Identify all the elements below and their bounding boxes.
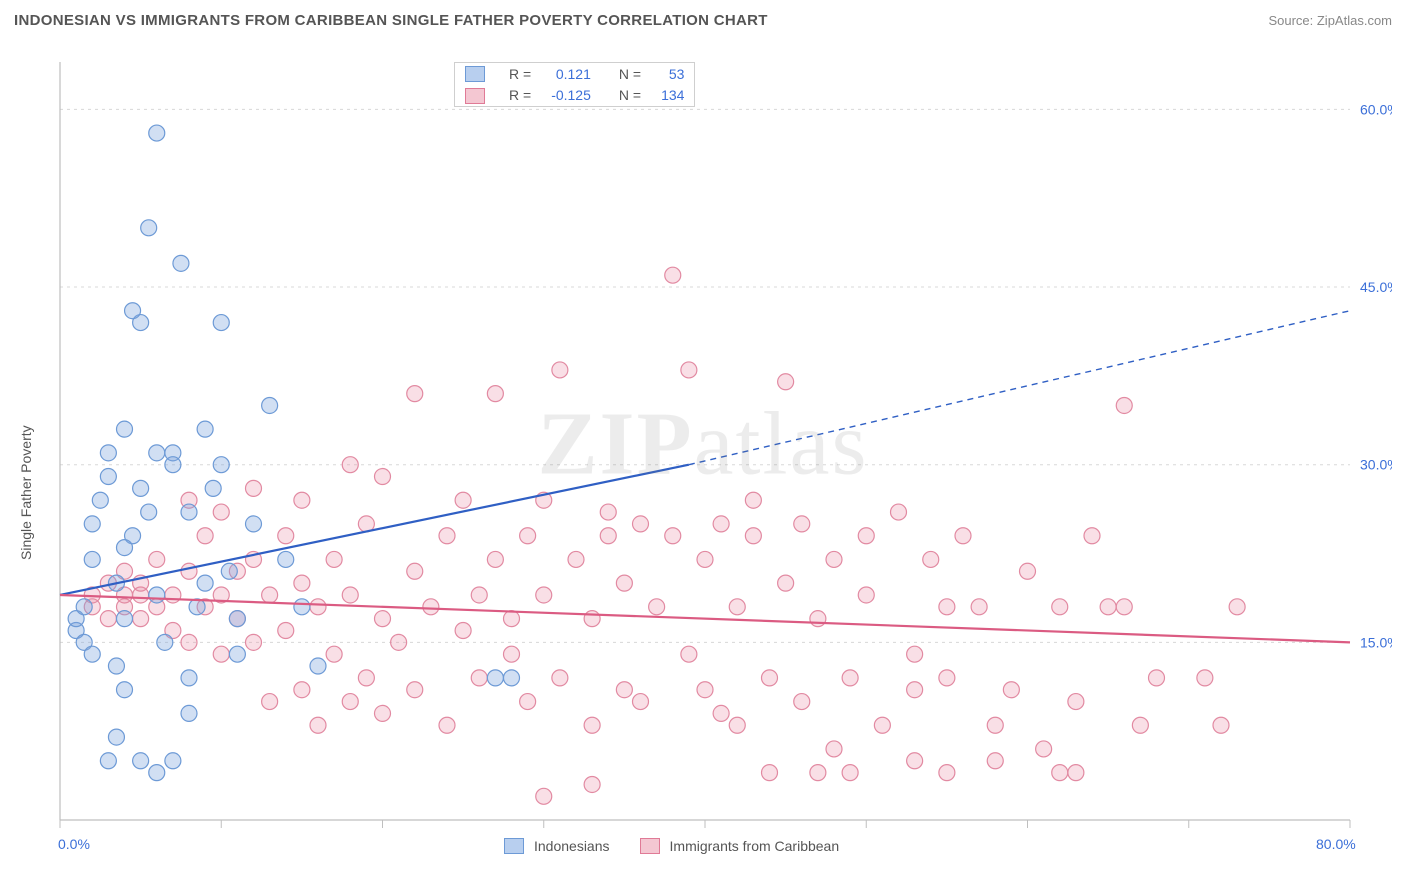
legend-r-label: R = xyxy=(499,63,541,84)
legend-n-value: 53 xyxy=(651,63,694,84)
legend-item: Immigrants from Caribbean xyxy=(640,838,840,854)
svg-text:30.0%: 30.0% xyxy=(1360,457,1392,473)
svg-text:60.0%: 60.0% xyxy=(1360,101,1392,117)
legend-row: R = 0.121 N = 53 xyxy=(455,63,694,84)
legend-r-value: -0.125 xyxy=(541,84,601,105)
legend-label: Indonesians xyxy=(534,838,610,854)
x-axis-end-label: 80.0% xyxy=(1316,836,1356,852)
legend-label: Immigrants from Caribbean xyxy=(670,838,840,854)
correlation-legend: R = 0.121 N = 53 R = -0.125 N = 134 xyxy=(454,62,695,107)
svg-text:15.0%: 15.0% xyxy=(1360,634,1392,650)
chart-container: Single Father Poverty 15.0% 30.0% 45.0% 60.… xyxy=(14,40,1392,882)
legend-item: Indonesians xyxy=(504,838,610,854)
legend-r-value: 0.121 xyxy=(541,63,601,84)
scatter-chart: 15.0% 30.0% 45.0% 60.0% xyxy=(14,40,1392,880)
legend-swatch-icon xyxy=(465,66,485,82)
legend-row: R = -0.125 N = 134 xyxy=(455,84,694,105)
x-axis-start-label: 0.0% xyxy=(58,836,90,852)
legend-n-value: 134 xyxy=(651,84,694,105)
legend-n-label: N = xyxy=(601,63,651,84)
y-axis-label: Single Father Poverty xyxy=(18,425,34,560)
chart-title: INDONESIAN VS IMMIGRANTS FROM CARIBBEAN … xyxy=(14,12,768,29)
svg-text:45.0%: 45.0% xyxy=(1360,279,1392,295)
legend-swatch-icon xyxy=(504,838,524,854)
legend-swatch-icon xyxy=(640,838,660,854)
legend-swatch-icon xyxy=(465,88,485,104)
source-label: Source: ZipAtlas.com xyxy=(1268,13,1392,28)
series-legend: Indonesians Immigrants from Caribbean xyxy=(504,838,839,854)
legend-n-label: N = xyxy=(601,84,651,105)
legend-r-label: R = xyxy=(499,84,541,105)
